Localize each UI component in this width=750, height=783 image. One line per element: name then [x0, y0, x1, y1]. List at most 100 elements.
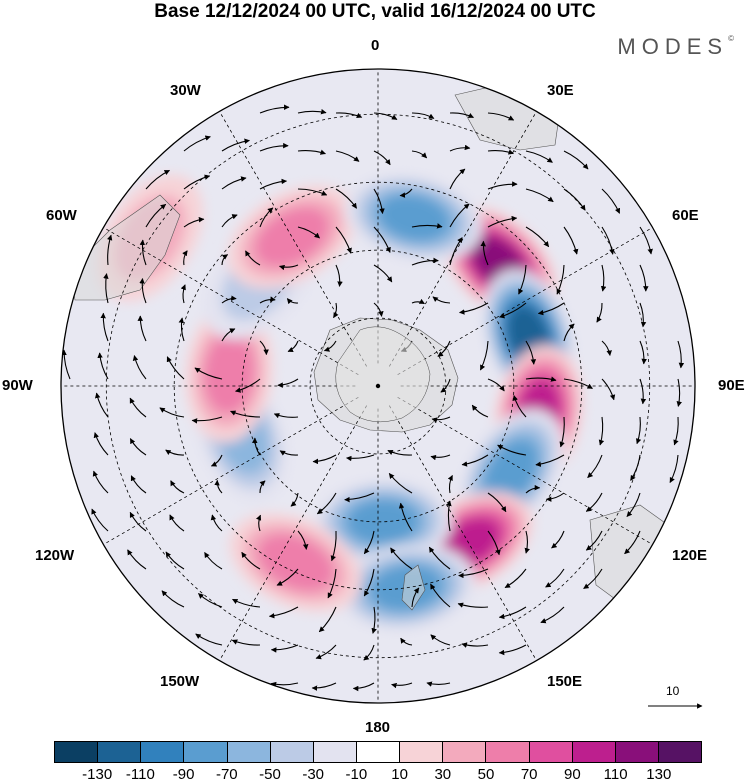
- latitude-circle: [105, 113, 651, 659]
- wind-vector: [363, 644, 375, 661]
- colorbar-tick-label: 50: [477, 766, 495, 783]
- wind-vector: [195, 633, 223, 646]
- wind-vector: [297, 226, 321, 239]
- wind-vector: [585, 530, 603, 551]
- colorbar-tick-label: -130: [82, 766, 113, 783]
- wind-vector: [330, 530, 337, 562]
- anomaly-contour: [483, 439, 539, 506]
- wind-vector: [210, 454, 223, 467]
- wind-vector: [630, 454, 641, 481]
- wind-vector: [537, 302, 565, 316]
- wind-vector: [180, 284, 186, 304]
- wind-vector: [676, 378, 682, 407]
- wind-vector: [183, 135, 211, 152]
- chart-title: Base 12/12/2024 00 UTC, valid 16/12/2024…: [154, 1, 596, 22]
- wind-vector: [373, 150, 391, 166]
- wind-vector: [183, 216, 205, 228]
- wind-vector: [259, 104, 290, 114]
- colorbar-swatch: [313, 742, 357, 762]
- wind-vector: [286, 298, 299, 305]
- colorbar-swatch: [443, 742, 487, 762]
- wind-vector: [639, 302, 647, 328]
- wind-vector: [400, 637, 413, 646]
- wind-vector: [221, 295, 237, 304]
- wind-vector: [411, 587, 420, 608]
- wind-vector: [411, 257, 439, 266]
- wind-vector: [270, 681, 299, 688]
- wind-vector: [458, 568, 489, 579]
- wind-vector: [312, 454, 337, 465]
- wind-vector: [600, 264, 607, 292]
- wind-vector: [504, 568, 527, 589]
- colorbar-swatch: [658, 742, 702, 762]
- wind-vector: [449, 144, 471, 152]
- wind-vector: [525, 150, 553, 163]
- lon-label-30e: 30E: [547, 82, 574, 99]
- colorbar-tick-label: 110: [603, 766, 628, 783]
- wind-vector: [487, 378, 505, 392]
- wind-vector: [601, 378, 616, 401]
- pole-marker: [375, 383, 381, 389]
- wind-vector: [276, 568, 299, 586]
- wind-vector: [480, 240, 489, 266]
- wind-vector: [251, 437, 261, 456]
- brand-mark: ©: [728, 34, 734, 43]
- wind-vector: [221, 214, 238, 228]
- wind-vector: [601, 188, 621, 214]
- wind-vector: [639, 340, 647, 365]
- wind-vector: [335, 264, 343, 287]
- wind-vector: [315, 644, 337, 660]
- colorbar-tick-label: 10: [391, 766, 408, 783]
- wind-vector: [221, 176, 247, 190]
- colorbar-swatch: [98, 742, 142, 762]
- wind-vector: [182, 250, 188, 266]
- meridian-line: [103, 227, 359, 376]
- wind-vector: [373, 264, 393, 283]
- wind-vector: [311, 682, 337, 691]
- wind-vector: [559, 416, 565, 448]
- colorbar-swatch: [227, 742, 271, 762]
- wind-vector: [139, 239, 147, 266]
- colorbar-swatch: [615, 742, 659, 762]
- wind-vector: [259, 340, 269, 356]
- wind-vector: [563, 150, 589, 170]
- wind-vector: [178, 317, 185, 342]
- wind-vector: [132, 355, 147, 380]
- wind-vector: [499, 302, 527, 319]
- colorbar-swatch: [529, 742, 573, 762]
- wind-vector: [624, 530, 641, 555]
- wind-vector: [449, 112, 474, 119]
- wind-vector: [297, 530, 309, 550]
- wind-vector: [487, 149, 514, 155]
- wind-vector: [440, 378, 451, 393]
- lon-label-30w: 30W: [170, 82, 201, 99]
- wind-vector: [596, 302, 603, 323]
- wind-vector: [297, 149, 326, 155]
- south-america-land: [69, 194, 181, 301]
- wind-vector: [635, 416, 642, 445]
- wind-vector: [194, 367, 223, 380]
- wind-vector: [198, 593, 223, 608]
- wind-vector: [346, 454, 375, 462]
- wind-vector: [268, 606, 299, 619]
- latitude-circle: [241, 249, 515, 523]
- wind-vector: [103, 273, 109, 304]
- colorbar-tick-label: 130: [646, 766, 672, 783]
- wind-vector: [669, 454, 679, 483]
- wind-vector: [563, 188, 586, 211]
- meridian-line: [103, 396, 359, 545]
- wind-vector: [551, 530, 565, 549]
- wind-vector: [100, 312, 109, 342]
- meridian-line: [397, 227, 653, 376]
- wind-vector: [335, 188, 358, 209]
- new-zealand-land: [401, 564, 426, 611]
- wind-vector: [525, 340, 537, 365]
- colorbar-swatch: [486, 742, 530, 762]
- lon-label-180: 180: [365, 719, 391, 736]
- wind-vector: [524, 530, 530, 554]
- wind-vector: [127, 549, 147, 570]
- wind-vector: [471, 404, 489, 418]
- wind-vector: [430, 634, 451, 646]
- wind-vector: [545, 492, 565, 502]
- wind-vector: [129, 397, 147, 418]
